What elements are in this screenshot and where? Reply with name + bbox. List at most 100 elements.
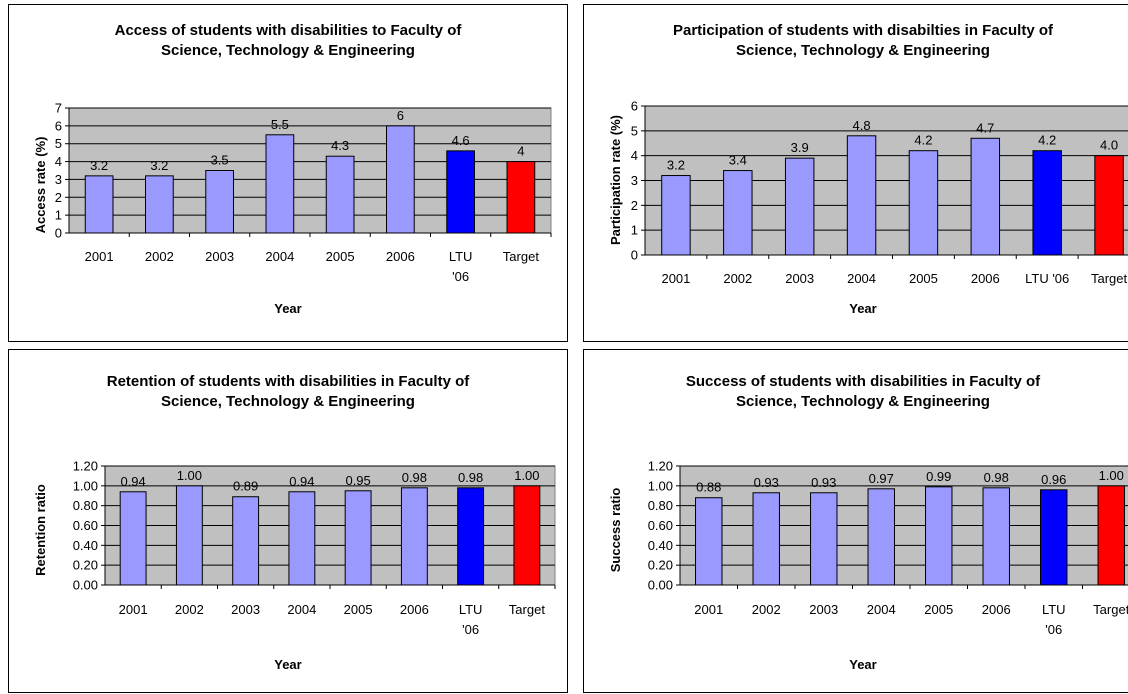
x-tick-label: 2005 <box>326 249 355 264</box>
bar <box>908 150 939 256</box>
data-label: 0.98 <box>402 470 427 485</box>
data-label: 3.5 <box>211 153 229 168</box>
y-tick-label: 4 <box>631 148 638 163</box>
y-tick-label: 1.00 <box>73 478 98 493</box>
x-tick-label: Target <box>1093 602 1128 617</box>
x-tick-label: 2004 <box>867 602 896 617</box>
bar <box>723 170 753 256</box>
y-tick-label: 1 <box>631 223 638 238</box>
x-tick-label: LTU '06 <box>1025 271 1069 286</box>
data-label: 0.97 <box>869 471 894 486</box>
data-label: 1.00 <box>514 468 539 483</box>
plot-area <box>68 107 552 234</box>
bar <box>661 175 691 256</box>
chart-title-line-2: Science, Technology & Engineering <box>161 393 415 410</box>
bar <box>867 488 895 586</box>
x-tick-label: Target <box>503 249 540 264</box>
x-tick-label: 2003 <box>809 602 838 617</box>
data-label: 3.4 <box>729 153 747 168</box>
bar <box>695 497 723 586</box>
y-tick-label: 1.20 <box>73 459 98 474</box>
x-tick-label: LTU <box>449 249 473 264</box>
x-axis-label: Year <box>274 301 302 316</box>
bar <box>84 175 114 234</box>
x-tick-label: 2001 <box>119 602 148 617</box>
data-label: 4.7 <box>976 120 994 135</box>
chart-title-line-1: Participation of students with disabilti… <box>672 22 1054 39</box>
data-label: 1.00 <box>1099 468 1124 483</box>
chart-title-line-2: Science, Technology & Engineering <box>736 393 990 410</box>
x-tick-label: 2005 <box>924 602 953 617</box>
data-label: 4.0 <box>1100 138 1118 153</box>
x-tick-label: 2004 <box>265 249 294 264</box>
y-tick-label: 0.80 <box>73 498 98 513</box>
bar <box>175 485 203 586</box>
x-tick-label: LTU <box>459 602 483 617</box>
x-tick-label: LTU <box>1042 602 1066 617</box>
x-tick-label: 2002 <box>145 249 174 264</box>
data-label: 6 <box>397 108 404 123</box>
data-label: 0.95 <box>345 473 370 488</box>
y-tick-label: 1.00 <box>648 478 673 493</box>
x-tick-label: 2002 <box>752 602 781 617</box>
chart-title: Participation of students with disabilti… <box>584 21 1128 61</box>
x-tick-label: '06 <box>1045 622 1062 637</box>
data-label: 0.93 <box>754 475 779 490</box>
x-tick-label: 2004 <box>287 602 316 617</box>
y-tick-label: 0.80 <box>648 498 673 513</box>
data-label: 4.8 <box>853 118 871 133</box>
chart-title: Success of students with disabilities in… <box>584 372 1128 412</box>
x-tick-label: 2006 <box>982 602 1011 617</box>
x-tick-label: 2003 <box>231 602 260 617</box>
data-label: 3.2 <box>90 158 108 173</box>
chart-title-line-2: Science, Technology & Engineering <box>736 42 990 59</box>
data-label: 0.88 <box>696 480 721 495</box>
data-label: 0.99 <box>926 469 951 484</box>
y-tick-label: 0 <box>631 248 638 263</box>
chart-svg: 0.00 0.20 0.40 0.60 0.80 1.00 1.20 0.94 2001 1.00… <box>73 459 556 637</box>
y-tick-label: 7 <box>55 101 62 116</box>
x-tick-label: 2003 <box>205 249 234 264</box>
y-tick-label: 0 <box>55 226 62 241</box>
bar <box>1032 150 1062 256</box>
access-chart-panel: Access of students with disabilities to … <box>8 4 568 342</box>
x-tick-label: Target <box>509 602 546 617</box>
chart-title: Retention of students with disabilities … <box>9 372 567 412</box>
bar <box>752 492 780 586</box>
x-tick-label: 2002 <box>175 602 204 617</box>
retention-chart-panel: Retention of students with disabilities … <box>8 349 568 693</box>
bar <box>506 161 536 234</box>
chart-svg: 0 1 2 3 4 5 6 7 3.2 2001 3.2 2002 3.5 2003 5.5 2004 4.3 2… <box>55 101 552 284</box>
x-tick-label: 2002 <box>723 271 752 286</box>
data-label: 4.2 <box>914 133 932 148</box>
y-tick-label: 3 <box>55 172 62 187</box>
bar <box>513 485 541 586</box>
x-tick-label: 2001 <box>85 249 114 264</box>
bar <box>446 150 475 234</box>
x-tick-label: 2006 <box>400 602 429 617</box>
x-tick-label: Target <box>1091 271 1128 286</box>
bar <box>970 137 1001 256</box>
y-tick-label: 0.00 <box>73 578 98 593</box>
x-tick-label: 2006 <box>971 271 1000 286</box>
data-label: 1.00 <box>177 468 202 483</box>
chart-svg: 0.00 0.20 0.40 0.60 0.80 1.00 1.20 0.88 2001 0.93… <box>648 459 1128 637</box>
data-label: 3.2 <box>667 158 685 173</box>
y-tick-label: 3 <box>631 173 638 188</box>
x-tick-label: 2005 <box>909 271 938 286</box>
bar <box>810 492 838 586</box>
y-tick-label: 4 <box>55 154 62 169</box>
y-tick-label: 6 <box>631 99 638 114</box>
y-tick-label: 0.60 <box>648 518 673 533</box>
data-label: 0.89 <box>233 479 258 494</box>
x-tick-label: 2005 <box>344 602 373 617</box>
bar <box>386 125 415 234</box>
x-tick-label: 2001 <box>694 602 723 617</box>
data-label: 3.9 <box>791 140 809 155</box>
bar <box>344 490 372 586</box>
x-axis-label: Year <box>274 657 302 672</box>
data-label: 4.2 <box>1038 133 1056 148</box>
data-label: 0.94 <box>120 474 145 489</box>
x-tick-label: 2001 <box>661 271 690 286</box>
x-tick-label: '06 <box>462 622 479 637</box>
